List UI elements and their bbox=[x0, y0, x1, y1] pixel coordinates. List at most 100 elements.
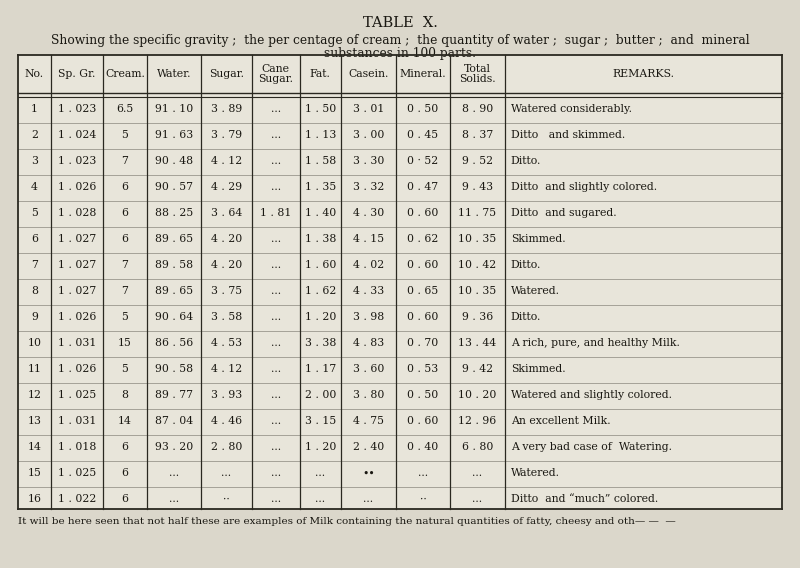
Text: 5: 5 bbox=[122, 365, 128, 374]
Text: ...: ... bbox=[270, 235, 281, 244]
Text: ...: ... bbox=[270, 286, 281, 296]
Text: 4 . 02: 4 . 02 bbox=[353, 261, 384, 270]
Text: 4 . 75: 4 . 75 bbox=[353, 416, 384, 427]
Text: ...: ... bbox=[270, 312, 281, 323]
Text: 8 . 37: 8 . 37 bbox=[462, 131, 493, 140]
Text: 90 . 48: 90 . 48 bbox=[155, 157, 193, 166]
Text: TABLE  X.: TABLE X. bbox=[362, 16, 438, 30]
Text: 8 . 90: 8 . 90 bbox=[462, 105, 493, 115]
Text: 4 . 29: 4 . 29 bbox=[211, 182, 242, 193]
Text: ··: ·· bbox=[223, 495, 230, 504]
Text: 6: 6 bbox=[122, 495, 129, 504]
Text: REMARKS.: REMARKS. bbox=[612, 69, 674, 79]
Text: 0 . 47: 0 . 47 bbox=[407, 182, 438, 193]
Text: Watered considerably.: Watered considerably. bbox=[510, 105, 632, 115]
Text: Ditto.: Ditto. bbox=[510, 157, 541, 166]
Text: 3 . 80: 3 . 80 bbox=[353, 391, 384, 400]
Text: 6.5: 6.5 bbox=[116, 105, 134, 115]
Text: Sugar.: Sugar. bbox=[209, 69, 244, 79]
Text: 89 . 58: 89 . 58 bbox=[155, 261, 193, 270]
Text: 3 . 15: 3 . 15 bbox=[305, 416, 336, 427]
Text: Ditto   and skimmed.: Ditto and skimmed. bbox=[510, 131, 625, 140]
Text: Showing the specific gravity ;  the per centage of cream ;  the quantity of wate: Showing the specific gravity ; the per c… bbox=[50, 34, 750, 47]
Text: 10 . 20: 10 . 20 bbox=[458, 391, 497, 400]
Text: Ditto  and slightly colored.: Ditto and slightly colored. bbox=[510, 182, 657, 193]
Text: 6 . 80: 6 . 80 bbox=[462, 442, 493, 453]
Text: Mineral.: Mineral. bbox=[400, 69, 446, 79]
Text: Watered.: Watered. bbox=[510, 469, 560, 478]
Text: 11 . 75: 11 . 75 bbox=[458, 208, 497, 219]
Text: 0 . 50: 0 . 50 bbox=[407, 391, 438, 400]
Text: 1 . 60: 1 . 60 bbox=[305, 261, 336, 270]
Text: 0 . 50: 0 . 50 bbox=[407, 105, 438, 115]
Text: 1 . 13: 1 . 13 bbox=[305, 131, 336, 140]
Text: 7: 7 bbox=[31, 261, 38, 270]
Text: 9 . 43: 9 . 43 bbox=[462, 182, 493, 193]
Text: A rich, pure, and healthy Milk.: A rich, pure, and healthy Milk. bbox=[510, 339, 680, 349]
Text: 12 . 96: 12 . 96 bbox=[458, 416, 497, 427]
Text: 4 . 15: 4 . 15 bbox=[353, 235, 384, 244]
Text: 3 . 98: 3 . 98 bbox=[353, 312, 384, 323]
Text: 1 . 81: 1 . 81 bbox=[260, 208, 291, 219]
Text: 1 . 026: 1 . 026 bbox=[58, 312, 96, 323]
Text: ...: ... bbox=[270, 469, 281, 478]
Text: Cream.: Cream. bbox=[105, 69, 145, 79]
Text: 5: 5 bbox=[122, 131, 128, 140]
Text: 89 . 77: 89 . 77 bbox=[155, 391, 193, 400]
Text: ··: ·· bbox=[419, 495, 426, 504]
Text: 7: 7 bbox=[122, 261, 128, 270]
Text: 1 . 031: 1 . 031 bbox=[58, 339, 96, 349]
Text: ...: ... bbox=[270, 339, 281, 349]
Text: 3 . 38: 3 . 38 bbox=[305, 339, 336, 349]
Text: 4 . 30: 4 . 30 bbox=[353, 208, 384, 219]
Text: 89 . 65: 89 . 65 bbox=[155, 235, 193, 244]
Text: ...: ... bbox=[315, 495, 326, 504]
Text: 4 . 83: 4 . 83 bbox=[353, 339, 384, 349]
Text: 7: 7 bbox=[122, 286, 128, 296]
Text: 1 . 026: 1 . 026 bbox=[58, 365, 96, 374]
Text: 4 . 53: 4 . 53 bbox=[211, 339, 242, 349]
Text: 13 . 44: 13 . 44 bbox=[458, 339, 497, 349]
Text: ...: ... bbox=[169, 469, 179, 478]
Text: 4 . 20: 4 . 20 bbox=[211, 261, 242, 270]
Text: 3 . 75: 3 . 75 bbox=[211, 286, 242, 296]
Text: 3 . 93: 3 . 93 bbox=[211, 391, 242, 400]
Text: 12: 12 bbox=[27, 391, 42, 400]
Text: 0 . 40: 0 . 40 bbox=[407, 442, 438, 453]
Text: ...: ... bbox=[315, 469, 326, 478]
Text: ...: ... bbox=[270, 416, 281, 427]
Text: 1 . 024: 1 . 024 bbox=[58, 131, 96, 140]
Text: 88 . 25: 88 . 25 bbox=[155, 208, 193, 219]
Text: 8: 8 bbox=[31, 286, 38, 296]
Text: 1 . 20: 1 . 20 bbox=[305, 312, 336, 323]
Text: 4 . 20: 4 . 20 bbox=[211, 235, 242, 244]
Text: 3 . 32: 3 . 32 bbox=[353, 182, 384, 193]
Text: 1 . 026: 1 . 026 bbox=[58, 182, 96, 193]
Text: 0 . 60: 0 . 60 bbox=[407, 416, 438, 427]
Text: 1 . 20: 1 . 20 bbox=[305, 442, 336, 453]
Text: ...: ... bbox=[473, 469, 482, 478]
Text: 0 . 45: 0 . 45 bbox=[407, 131, 438, 140]
Text: 4 . 46: 4 . 46 bbox=[211, 416, 242, 427]
Text: ••: •• bbox=[362, 469, 374, 478]
Text: 6: 6 bbox=[31, 235, 38, 244]
Text: ...: ... bbox=[270, 182, 281, 193]
Text: 0 . 70: 0 . 70 bbox=[407, 339, 438, 349]
Text: 1: 1 bbox=[31, 105, 38, 115]
Text: 1 . 031: 1 . 031 bbox=[58, 416, 96, 427]
Text: 10 . 42: 10 . 42 bbox=[458, 261, 497, 270]
Text: 1 . 025: 1 . 025 bbox=[58, 469, 96, 478]
Text: 3 . 01: 3 . 01 bbox=[353, 105, 384, 115]
Text: 5: 5 bbox=[122, 312, 128, 323]
Text: 4: 4 bbox=[31, 182, 38, 193]
Text: Watered.: Watered. bbox=[510, 286, 560, 296]
Text: Casein.: Casein. bbox=[348, 69, 389, 79]
Text: Ditto  and sugared.: Ditto and sugared. bbox=[510, 208, 617, 219]
Text: 5: 5 bbox=[31, 208, 38, 219]
Text: 13: 13 bbox=[27, 416, 42, 427]
Text: 10 . 35: 10 . 35 bbox=[458, 286, 497, 296]
Text: 4 . 33: 4 . 33 bbox=[353, 286, 384, 296]
Text: 9 . 42: 9 . 42 bbox=[462, 365, 493, 374]
Text: 2: 2 bbox=[31, 131, 38, 140]
Text: 91 . 63: 91 . 63 bbox=[155, 131, 193, 140]
